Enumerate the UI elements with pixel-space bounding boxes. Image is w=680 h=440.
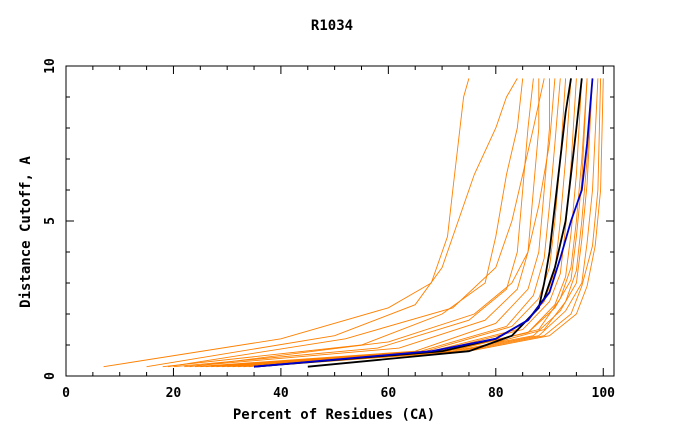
chart-title: R1034 — [311, 18, 353, 34]
y-tick-label: 0 — [43, 372, 58, 380]
prediction-curve-10 — [221, 78, 583, 368]
prediction-curve-4 — [184, 78, 540, 368]
plot-area: 0 20 40 60 80 100 0 5 10 — [43, 58, 615, 401]
y-tick-label: 10 — [43, 58, 58, 74]
tick-layer: 0 20 40 60 80 100 0 5 10 — [43, 58, 615, 401]
x-tick-label: 20 — [166, 386, 182, 401]
y-axis-label: Distance Cutoff, A — [18, 156, 34, 308]
x-tick-label: 40 — [273, 386, 289, 401]
x-tick-label: 60 — [381, 386, 397, 401]
prediction-curve-6 — [200, 78, 561, 368]
highlight-curve-21 — [253, 78, 583, 368]
series-layer — [103, 78, 604, 368]
x-tick-label: 0 — [62, 386, 70, 401]
highlight-curve-22 — [253, 78, 594, 368]
prediction-curve-17 — [168, 78, 545, 368]
prediction-curve-15 — [253, 78, 604, 368]
highlight-curve-20 — [307, 78, 572, 368]
prediction-curve-8 — [211, 78, 572, 368]
prediction-curve-3 — [173, 78, 534, 368]
prediction-curve-0 — [103, 78, 470, 368]
x-tick-label: 80 — [488, 386, 504, 401]
prediction-curve-18 — [248, 78, 588, 368]
prediction-curve-16 — [189, 78, 556, 368]
prediction-curve-11 — [227, 78, 588, 368]
x-axis-label: Percent of Residues (CA) — [233, 407, 435, 423]
y-tick-label: 5 — [43, 217, 58, 225]
prediction-curve-2 — [162, 78, 524, 368]
prediction-curve-5 — [194, 78, 550, 368]
prediction-curve-1 — [146, 78, 518, 368]
x-tick-label: 100 — [592, 386, 616, 401]
